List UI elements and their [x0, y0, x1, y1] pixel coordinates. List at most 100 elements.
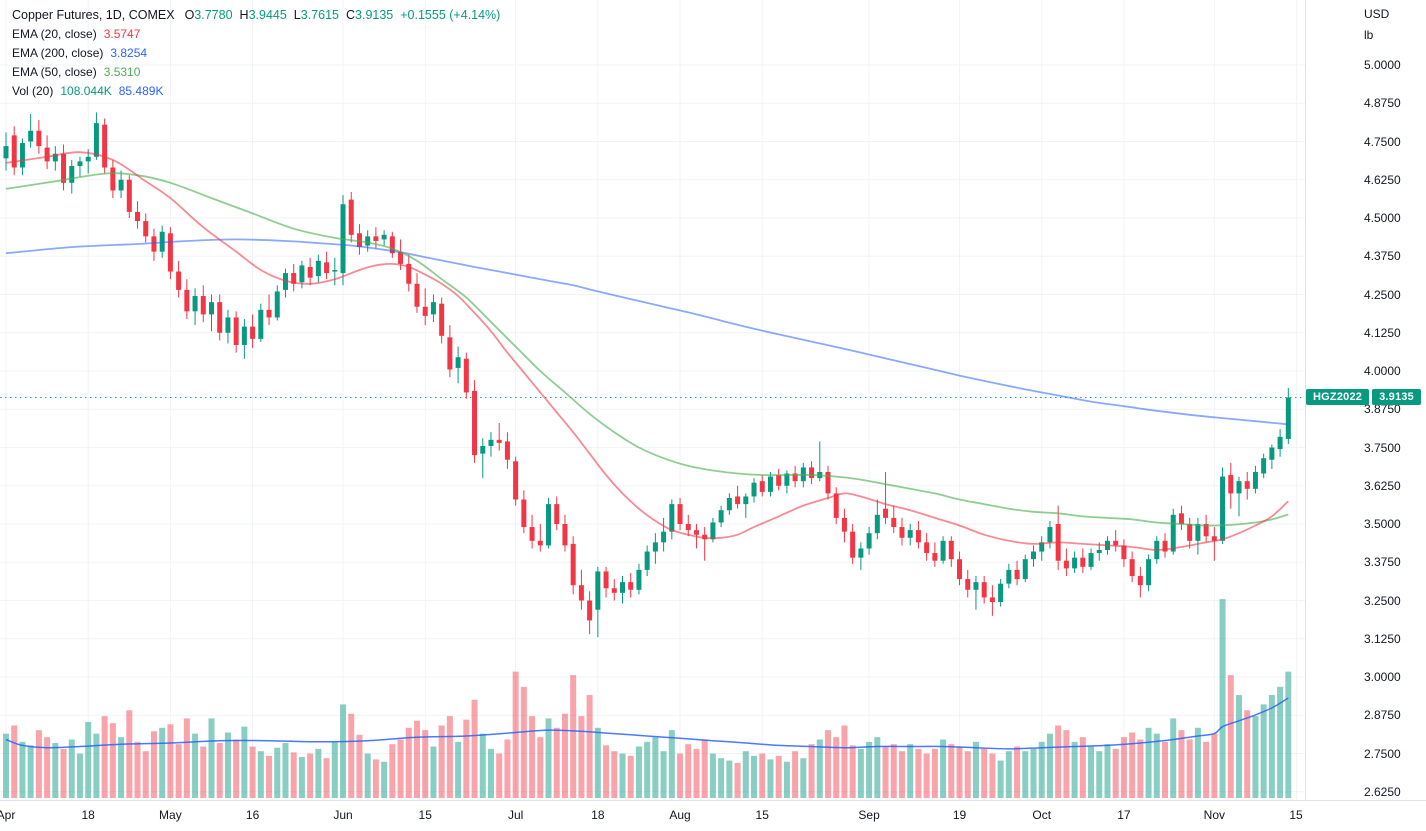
volume-bar	[775, 755, 782, 798]
volume-bar	[627, 755, 634, 798]
price-tick: 4.7500	[1364, 134, 1401, 149]
volume-bar	[866, 741, 873, 798]
volume-bar	[274, 747, 281, 798]
candle-body	[521, 499, 527, 528]
candle-body	[488, 439, 494, 446]
candle-body	[1063, 560, 1069, 569]
candle-body	[710, 522, 716, 540]
ema200-legend-row[interactable]: EMA (200, close) 3.8254	[12, 44, 500, 63]
candles	[3, 112, 1291, 638]
candle-body	[1146, 559, 1152, 586]
high-value: 3.9445	[248, 8, 287, 22]
candle-body	[61, 153, 67, 183]
volume-legend-row[interactable]: Vol (20) 108.044K 85.489K	[12, 82, 500, 101]
volume-bar	[496, 753, 503, 798]
candle-body	[93, 123, 99, 157]
candle-body	[200, 296, 206, 315]
candle-body	[1220, 476, 1226, 541]
volume-bar	[463, 719, 470, 798]
volume-bar	[414, 720, 420, 798]
volume-bar	[1014, 746, 1021, 798]
candle-body	[537, 540, 543, 546]
volume-bar	[677, 753, 684, 798]
axis-unit-measure: lb	[1364, 28, 1374, 42]
volume-bar	[1203, 741, 1210, 798]
volume-bar	[1030, 748, 1037, 798]
volume-bar	[175, 744, 182, 798]
contract-badge: HGZ2022	[1306, 389, 1370, 406]
candle-body	[644, 551, 650, 570]
volume-bar	[159, 727, 166, 798]
volume-bar	[1063, 730, 1070, 798]
volume-bar	[759, 753, 766, 798]
candle-body	[381, 234, 387, 240]
candle-body	[693, 530, 699, 535]
close-value: 3.9135	[355, 8, 394, 22]
time-tick: 15	[755, 808, 769, 822]
candle-body	[102, 124, 108, 168]
volume-bar	[1252, 716, 1259, 798]
time-axis[interactable]: Apr 18 May 16 Jun 15 Jul 18 Aug 15 Sep 19 Oct 17 Nov 15	[0, 800, 1426, 831]
candle-body	[965, 579, 971, 590]
volume-bar	[512, 671, 519, 798]
candle-body	[1080, 557, 1086, 567]
candle-body	[52, 153, 58, 162]
candle-body	[1014, 569, 1020, 580]
candle-body	[891, 517, 897, 528]
volume-bar	[455, 741, 462, 798]
time-tick: 15	[418, 808, 432, 822]
volume-bar	[192, 733, 199, 798]
volume-bar	[430, 746, 437, 798]
ema50-legend-row[interactable]: EMA (50, close) 3.5310	[12, 63, 500, 82]
volume-bar	[956, 746, 963, 798]
volume-bar	[348, 713, 355, 798]
candle-body	[480, 445, 486, 454]
candle-body	[118, 179, 124, 191]
price-tick: 3.8750	[1364, 402, 1401, 417]
candle-body	[1269, 447, 1275, 460]
candle-body	[1039, 542, 1045, 552]
volume-bar	[44, 737, 51, 798]
volume-bar	[422, 730, 429, 798]
volume-bar	[1260, 704, 1267, 798]
candle-body	[241, 326, 247, 345]
volume-bar	[545, 718, 552, 798]
time-tick: 15	[1289, 808, 1303, 822]
volume-bar	[923, 753, 930, 798]
volume-bar	[1145, 727, 1152, 798]
symbol-legend-row[interactable]: Copper Futures, 1D, COMEX O3.7780 H3.9445 L…	[12, 6, 500, 25]
candle-body	[250, 326, 256, 339]
volume-bar	[208, 718, 215, 798]
candle-body	[735, 496, 741, 505]
volume-bar	[224, 732, 231, 798]
candle-body	[850, 531, 856, 558]
price-chart-canvas[interactable]	[0, 0, 1305, 800]
candle-body	[1022, 559, 1028, 580]
candle-body	[570, 543, 576, 586]
price-tick: 4.5000	[1364, 211, 1401, 225]
candle-body	[324, 262, 330, 274]
chart-plot-area[interactable]: Copper Futures, 1D, COMEX O3.7780 H3.9445 L…	[0, 0, 1305, 800]
price-tick: 4.0000	[1364, 364, 1401, 378]
volume-bar	[282, 743, 289, 798]
candle-body	[620, 582, 625, 593]
chart-legend: Copper Futures, 1D, COMEX O3.7780 H3.9445 L…	[12, 6, 500, 101]
candle-body	[611, 588, 617, 593]
volume-bar	[857, 748, 864, 798]
ema20-legend-row[interactable]: EMA (20, close) 3.5747	[12, 25, 500, 44]
candle-body	[217, 302, 223, 333]
candle-body	[973, 582, 979, 590]
candle-body	[233, 317, 239, 345]
volume-bar	[529, 716, 536, 798]
volume-bar	[890, 744, 897, 798]
volume-label: Vol (20)	[12, 84, 54, 98]
candle-body	[578, 585, 584, 601]
volume-bar	[397, 739, 404, 798]
candle-body	[151, 236, 157, 252]
volume-bar	[479, 733, 486, 798]
candle-body	[1285, 397, 1291, 439]
candle-body	[36, 130, 42, 147]
candle-body	[266, 309, 272, 318]
volume-bar	[1055, 725, 1062, 798]
